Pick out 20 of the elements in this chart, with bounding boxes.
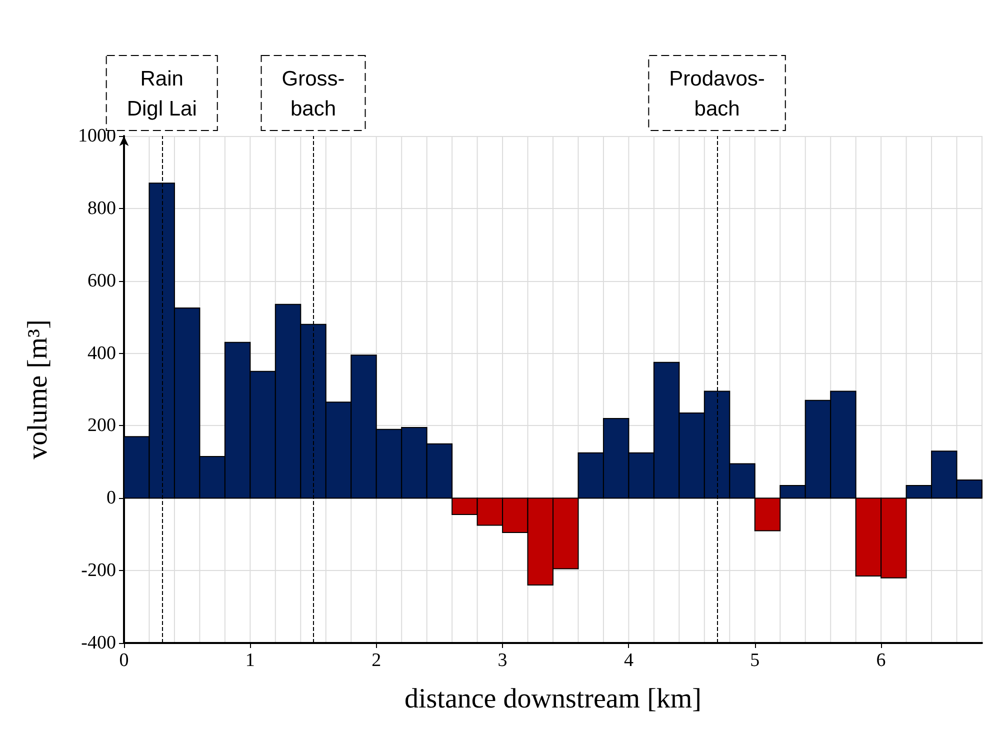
x-tick-label: 1 — [245, 650, 255, 671]
x-tick-label: 2 — [372, 650, 382, 671]
ref-line-label: Gross- bach — [282, 68, 345, 120]
x-tick-label: 5 — [750, 650, 760, 671]
y-tick-label: -400 — [81, 632, 116, 654]
y-tick-label: 0 — [106, 488, 116, 509]
x-axis-title: distance downstream [km] — [404, 684, 702, 714]
y-tick-label: 400 — [88, 342, 116, 364]
x-tick-label: 0 — [119, 650, 129, 671]
x-tick-label: 6 — [876, 650, 886, 671]
x-tick-label: 4 — [624, 650, 634, 671]
ref-line-label: Rain Digl Lai — [126, 68, 197, 120]
y-tick-label: 200 — [88, 415, 116, 436]
y-tick-label: 800 — [88, 198, 116, 219]
y-tick-label: 600 — [88, 270, 116, 292]
y-axis-title: volume [m³] — [22, 320, 54, 460]
y-tick-label: -200 — [81, 560, 116, 582]
y-tick-label: 1000 — [78, 126, 116, 146]
ref-line-label: Prodavos- bach — [669, 68, 765, 120]
x-tick-label: 3 — [498, 650, 508, 671]
